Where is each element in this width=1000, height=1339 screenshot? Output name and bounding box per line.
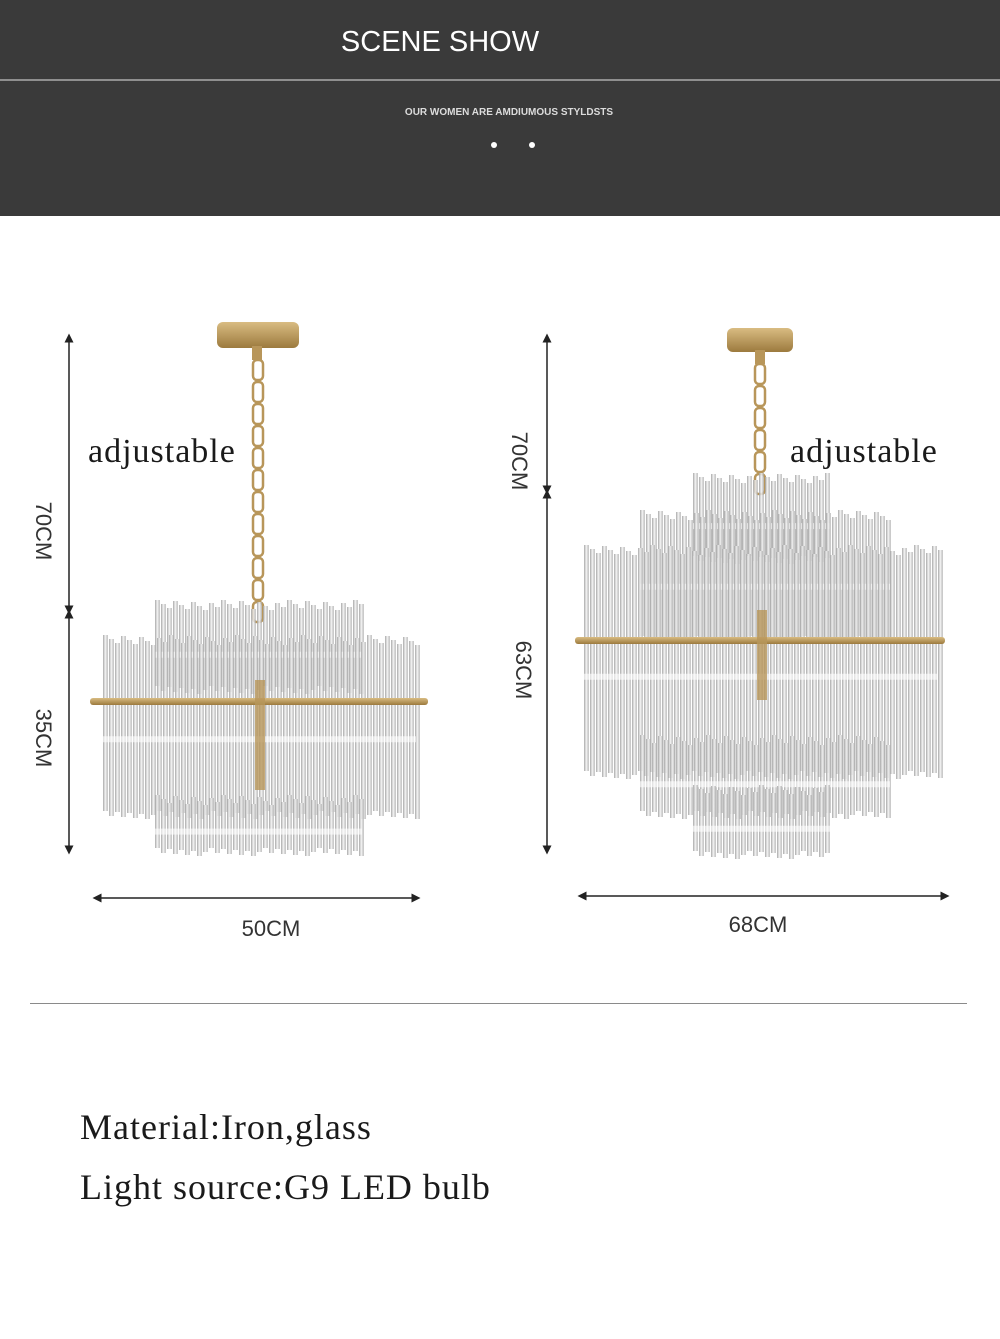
adjustable-label: adjustable	[88, 433, 236, 470]
width-label: 50CM	[242, 916, 301, 941]
body-height-label: 35CM	[31, 709, 56, 768]
header-banner: SCENE SHOW OUR WOMEN ARE AMDIUMOUS STYLD…	[0, 0, 1000, 216]
section-divider	[30, 1003, 967, 1004]
light-source-spec: Light source:G9 LED bulb	[80, 1167, 491, 1207]
width-label: 68CM	[729, 912, 788, 937]
dot-icon	[491, 142, 497, 148]
body-height-label: 63CM	[511, 641, 536, 700]
chain-height-label: 70CM	[31, 502, 56, 561]
chain	[251, 358, 265, 624]
material-spec: Material:Iron,glass	[80, 1107, 372, 1147]
chandelier-small-image	[90, 322, 428, 856]
adjustable-label: adjustable	[790, 433, 938, 470]
header-subtitle: OUR WOMEN ARE AMDIUMOUS STYLDSTS	[404, 107, 614, 118]
header-title: SCENE SHOW	[340, 26, 540, 58]
header-divider	[0, 79, 1000, 81]
chandelier-large-image	[575, 328, 945, 859]
dot-icon	[529, 142, 535, 148]
chain-height-label: 70CM	[507, 432, 532, 491]
